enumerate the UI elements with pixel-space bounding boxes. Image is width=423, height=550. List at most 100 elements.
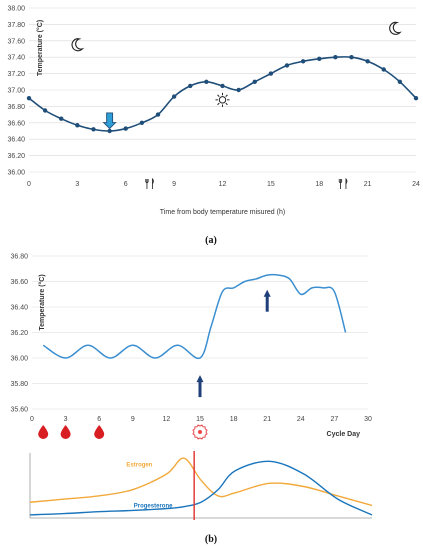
- data-point: [42, 108, 48, 113]
- temperature-line: [42, 273, 347, 360]
- up-arrow-icon: [196, 375, 204, 398]
- x-tick-label: 24: [412, 181, 420, 188]
- chart-a: 36.00 36.20 36.40 36.60 36.80 37.00 37.20 37.40…: [7, 6, 420, 217]
- legend-progesterone: Progesterone: [134, 503, 173, 509]
- panel-label-b: (b): [205, 534, 217, 545]
- arrow-head: [196, 375, 204, 383]
- knife: [151, 177, 154, 189]
- x-tick-label: 12: [219, 181, 227, 188]
- data-point: [365, 59, 370, 64]
- data-point: [107, 128, 112, 134]
- y-tick-label: 35.80: [10, 381, 28, 388]
- y-tick-label: 36.20: [7, 153, 25, 160]
- data-point: [139, 120, 145, 126]
- y-tick-label: 36.40: [10, 305, 28, 312]
- y-tick-label: 38.00: [7, 6, 25, 13]
- data-point: [300, 59, 306, 64]
- y-axis-label: Temperature (°C): [36, 20, 44, 76]
- data-point: [397, 79, 403, 85]
- data-point: [317, 56, 322, 62]
- down-arrow-icon: [102, 112, 117, 130]
- x-tick-label: 0: [27, 181, 31, 188]
- moon-icon: [389, 21, 402, 35]
- x-tick-label: 30: [364, 416, 372, 423]
- data-point: [91, 127, 96, 132]
- x-tick-label: 6: [97, 416, 101, 423]
- arrow-head: [263, 289, 271, 297]
- blood-drop-icon: [60, 425, 71, 439]
- data-point: [75, 123, 80, 128]
- x-tick-label: 9: [131, 416, 135, 423]
- x-tick-label: 24: [297, 416, 305, 423]
- ovum-outline: [192, 424, 208, 440]
- data-point: [204, 79, 209, 85]
- x-tick-label: 21: [364, 181, 372, 188]
- x-tick-label: 18: [315, 181, 323, 188]
- x-tick-label: 9: [172, 181, 176, 188]
- knife: [345, 177, 348, 189]
- y-tick-label: 37.60: [7, 38, 25, 45]
- y-tick-label: 37.80: [7, 22, 25, 29]
- y-tick-label: 36.60: [10, 279, 28, 286]
- y-tick-label: 36.80: [7, 104, 25, 111]
- sun-ray: [225, 102, 228, 106]
- y-tick-label: 37.40: [7, 55, 25, 62]
- moon-icon: [71, 38, 85, 52]
- x-tick-label: 3: [75, 181, 79, 188]
- hormone-line-progesterone: [29, 460, 373, 516]
- x-tick-label: 18: [230, 416, 238, 423]
- data-point: [59, 116, 64, 121]
- data-point: [188, 83, 193, 89]
- chart-b: 35.60 35.80 36.00 36.20 36.40 36.60 36.80 0 3 6 9 1…: [10, 254, 372, 440]
- y-tick-label: 35.60: [10, 407, 28, 414]
- y-tick-label: 36.20: [10, 330, 28, 337]
- y-tick-label: 36.00: [10, 356, 28, 363]
- arrow-shape: [102, 112, 117, 130]
- sun-ray: [217, 94, 220, 97]
- legend-estrogen: Estrogen: [126, 462, 152, 468]
- data-point: [333, 55, 338, 60]
- data-point: [26, 96, 32, 101]
- x-tick-label: 21: [263, 416, 271, 423]
- blood-drop-icon: [38, 425, 49, 439]
- y-tick-label: 36.60: [7, 120, 25, 127]
- x-tick-label: 3: [64, 416, 68, 423]
- cutlery-icon: [338, 177, 348, 189]
- sun-core: [218, 96, 227, 104]
- up-arrow-icon: [263, 289, 271, 312]
- x-tick-label: 6: [124, 181, 128, 188]
- sun-ray: [225, 94, 228, 97]
- x-tick-label: 27: [331, 416, 339, 423]
- y-tick-label: 36.40: [7, 137, 25, 144]
- data-point: [381, 67, 386, 72]
- ovum-nucleus: [198, 430, 202, 434]
- panel-label-a: (a): [205, 235, 217, 246]
- blood-drop-icon: [94, 425, 105, 439]
- sun-icon: [215, 92, 230, 107]
- y-tick-label: 37.00: [7, 88, 25, 95]
- data-point: [220, 83, 225, 89]
- x-tick-label: 0: [30, 416, 34, 423]
- data-point: [413, 96, 419, 101]
- x-tick-label: 15: [267, 181, 275, 188]
- data-point: [252, 79, 257, 85]
- sun-ray: [217, 102, 220, 106]
- data-point: [284, 63, 290, 68]
- x-tick-label: 12: [163, 416, 171, 423]
- hormone-chart: Estrogen Progesterone: [29, 451, 373, 520]
- ovum-icon: [192, 424, 208, 440]
- x-axis-label: Time from body temperature misured (h): [160, 209, 285, 216]
- data-point: [155, 112, 161, 117]
- cutlery-icon: [145, 177, 154, 189]
- fork: [145, 179, 149, 189]
- data-point: [236, 87, 241, 93]
- x-axis-label: Cycle Day: [327, 431, 361, 438]
- y-tick-label: 36.80: [10, 254, 28, 261]
- data-point: [171, 94, 177, 99]
- data-point: [268, 71, 274, 76]
- hormone-line-estrogen: [29, 457, 373, 507]
- y-tick-label: 36.00: [7, 170, 25, 177]
- data-point: [349, 55, 354, 60]
- y-axis-label: Temperature (°C): [38, 274, 46, 330]
